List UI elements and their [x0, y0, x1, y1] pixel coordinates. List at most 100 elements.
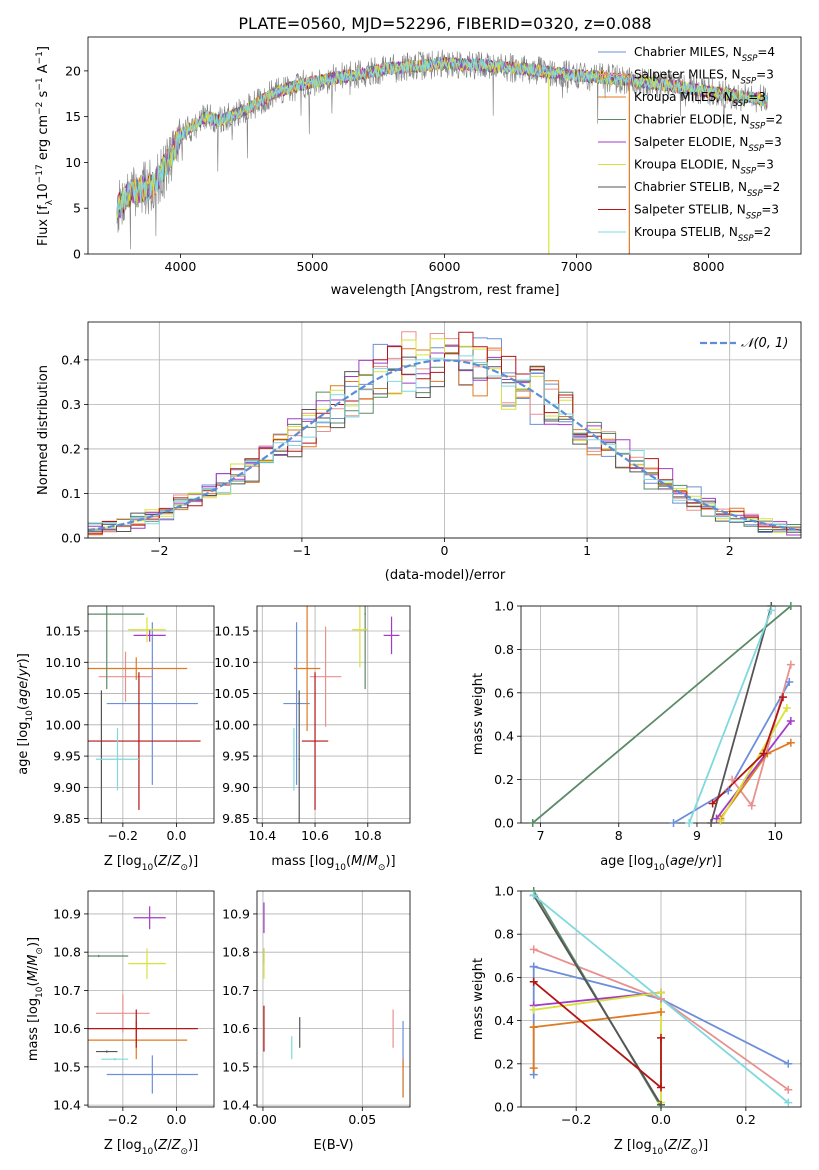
weight-line-salpeter-elodie — [715, 720, 792, 820]
y-tick-label: 0.2 — [494, 772, 514, 787]
axes-mass-vs-EBV: 0.00 0.05 10.4 10.5 10.6 10.7 10.8 10.9 E(B-V) — [222, 890, 411, 1153]
errorbar-chabrier-elodie — [364, 606, 366, 690]
weight-marker-chabrier-stelib — [657, 1100, 665, 1109]
label-part: ( — [346, 854, 351, 869]
legend-part: SSP — [748, 144, 764, 154]
weight-marker-chabrier-miles — [785, 677, 794, 686]
label-part: ⊙ — [35, 947, 45, 955]
label-part: ⊙ — [180, 1147, 188, 1157]
x-tick-label: −2 — [150, 543, 168, 558]
y-tick-label: 10.9 — [222, 906, 250, 921]
y-tick-label: 0.0 — [494, 1100, 514, 1115]
label-part: mass [log — [271, 854, 334, 869]
y-tick-label: 10.7 — [53, 983, 81, 998]
weight-marker-chabrier-miles — [724, 786, 733, 795]
label-part: −1 — [35, 77, 45, 90]
x-tick-label: 10.8 — [354, 828, 382, 843]
x-tick-label: 0.00 — [249, 1112, 277, 1127]
weight-marker-salpeter-miles — [786, 660, 795, 669]
axes-frame — [87, 321, 802, 539]
label-part: ( — [16, 705, 31, 710]
label-part: Z — [157, 854, 168, 869]
label-part: age [log — [600, 854, 653, 869]
y-tick-label: 10.00 — [214, 717, 250, 732]
legend-label-chabrier-elodie: Chabrier ELODIE, NSSP=2 — [634, 113, 783, 132]
y-tick-label: 10.5 — [53, 1059, 81, 1074]
weight-marker-chabrier-elodie — [786, 602, 795, 610]
weight-marker-salpeter-stelib — [657, 1083, 665, 1092]
y-tick-label: 10.05 — [214, 686, 250, 701]
x-tick-label: 2 — [726, 543, 734, 558]
label-part: / — [362, 854, 367, 869]
grid — [257, 891, 410, 1107]
errorbar-kroupa-miles — [88, 657, 188, 680]
label-part: Z [log — [614, 1138, 652, 1153]
legend-label-salpeter-miles: Salpeter MILES, NSSP=3 — [634, 68, 774, 87]
label-part: )] — [188, 854, 198, 869]
weight-marker-kroupa-stelib — [784, 1098, 793, 1107]
weight-marker-kroupa-stelib — [767, 606, 776, 615]
errorbar-kroupa-stelib — [293, 727, 295, 791]
y-tick-label: 9.90 — [222, 780, 250, 795]
x-tick-label: 1 — [583, 543, 591, 558]
label-part: Z — [681, 1138, 692, 1153]
histogram-kroupa-stelib — [88, 355, 801, 538]
y-tick-label: 0.1 — [61, 486, 81, 501]
y-axis-label: mass weight — [471, 958, 486, 1040]
y-axis-label: Normed distribution — [36, 365, 51, 495]
y-tick-label: 10.4 — [222, 1098, 250, 1113]
errorbar-chabrier-miles — [106, 1055, 198, 1094]
y-tick-label: 9.85 — [53, 811, 81, 826]
legend-part: SSP — [741, 77, 757, 87]
weight-marker-kroupa-miles — [786, 738, 795, 747]
legend-label-kroupa-elodie: Kroupa ELODIE, NSSP=3 — [634, 158, 774, 177]
legend-label-chabrier-miles: Chabrier MILES, NSSP=4 — [634, 45, 775, 64]
label-part: −1 — [35, 51, 45, 64]
label-part: 10 — [652, 1147, 664, 1157]
label-part: / — [26, 965, 41, 970]
label-part: erg cm — [36, 115, 51, 164]
weight-line-chabrier-elodie — [532, 606, 792, 823]
x-tick-label: −0.2 — [561, 1112, 591, 1127]
y-tick-label: 9.95 — [53, 749, 81, 764]
weight-line-chabrier-stelib — [710, 606, 773, 823]
weight-marker-chabrier-miles — [529, 962, 538, 971]
label-part: yr — [698, 854, 714, 869]
x-tick-label: 10 — [767, 828, 783, 843]
y-tick-label: 0.3 — [61, 397, 81, 412]
x-axis-label: Z [log10(Z/Z⊙)] — [614, 1138, 708, 1157]
errorbar-kroupa-stelib — [96, 727, 139, 791]
weight-marker-kroupa-elodie — [782, 703, 791, 712]
y-tick-label: 0.4 — [494, 729, 514, 744]
errorbar-salpeter-stelib — [88, 672, 201, 810]
y-tick-label: 1.0 — [494, 599, 514, 614]
errorbar-salpeter-stelib — [88, 1009, 198, 1048]
x-tick-label: 6000 — [429, 259, 461, 274]
errorbar-kroupa-stelib — [101, 1058, 129, 1061]
label-part: Z [log — [104, 1138, 142, 1153]
x-tick-label: 10.6 — [301, 828, 329, 843]
label-part: mass [log — [26, 998, 41, 1061]
label-part: 10 — [335, 863, 347, 873]
label-part: ] — [36, 46, 51, 51]
errorbar-salpeter-miles — [98, 651, 153, 702]
axes-mass-vs-Z: −0.2 0.010.410.510.610.710.810.9Z [log10(… — [26, 890, 215, 1157]
label-part: Z — [171, 1138, 182, 1153]
x-tick-label: 7 — [537, 828, 545, 843]
y-tick-label: 15 — [65, 109, 81, 124]
plot-area — [88, 606, 201, 823]
label-part: 10 — [25, 710, 35, 722]
normal-curve — [88, 359, 801, 532]
x-axis-label: age [log10(age/yr)] — [600, 854, 722, 873]
y-tick-label: 0.4 — [494, 1013, 514, 1028]
y-tick-label: 0.2 — [494, 1056, 514, 1071]
label-part: / — [167, 1138, 172, 1153]
x-tick-label: −1 — [293, 543, 311, 558]
weight-marker-kroupa-miles — [529, 1064, 538, 1073]
label-part: M — [351, 854, 362, 869]
weight-marker-kroupa-elodie — [657, 988, 665, 997]
errorbar-chabrier-miles — [106, 622, 198, 785]
legend-part: =3 — [756, 68, 774, 82]
figure-title: PLATE=0560, MJD=52296, FIBERID=0320, z=0… — [238, 14, 651, 33]
